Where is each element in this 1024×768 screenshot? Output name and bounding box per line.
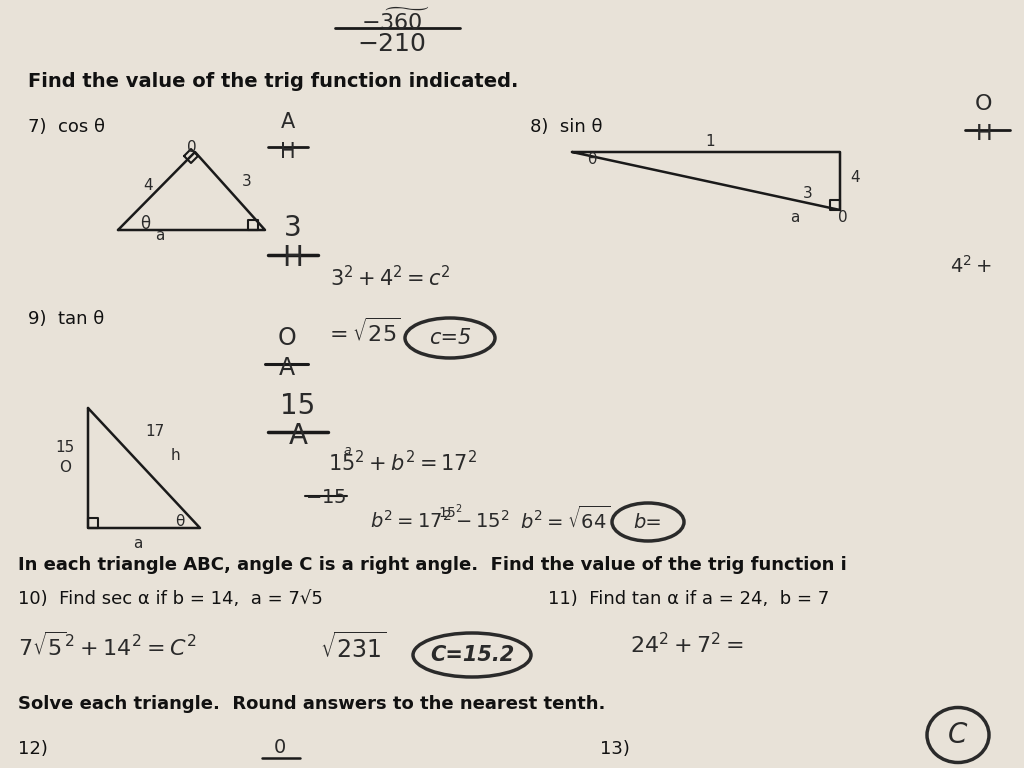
Text: b=: b= (634, 512, 663, 531)
Text: H: H (976, 124, 992, 144)
Text: $-15$: $-15$ (305, 488, 346, 507)
Text: A: A (279, 356, 295, 380)
Text: 9)  tan θ: 9) tan θ (28, 310, 104, 328)
Text: $b^2=\sqrt{64}$: $b^2=\sqrt{64}$ (520, 506, 610, 533)
Text: $-\widetilde{360}$: $-\widetilde{360}$ (360, 8, 429, 34)
Text: $15^2+ b^2=17^2$: $15^2+ b^2=17^2$ (328, 450, 477, 475)
Text: 3: 3 (242, 174, 252, 190)
Text: c=5: c=5 (429, 328, 471, 348)
Text: O: O (278, 326, 296, 350)
Text: 12): 12) (18, 740, 48, 758)
Text: Solve each triangle.  Round answers to the nearest tenth.: Solve each triangle. Round answers to th… (18, 695, 605, 713)
Text: A: A (289, 422, 307, 450)
Text: a: a (133, 535, 142, 551)
Text: H: H (283, 244, 303, 272)
Text: In each triangle ABC, angle C is a right angle.  Find the value of the trig func: In each triangle ABC, angle C is a right… (18, 556, 847, 574)
Text: 0: 0 (839, 210, 848, 226)
Text: θ: θ (140, 215, 151, 233)
Text: $3^2+4^2= c^2$: $3^2+4^2= c^2$ (330, 265, 451, 290)
Text: 10)  Find sec α if b = 14,  a = 7√5: 10) Find sec α if b = 14, a = 7√5 (18, 590, 323, 608)
Text: 7)  cos θ: 7) cos θ (28, 118, 105, 136)
Text: 8)  sin θ: 8) sin θ (530, 118, 602, 136)
Text: 15: 15 (55, 441, 75, 455)
Text: θ: θ (175, 515, 184, 529)
Text: A: A (281, 112, 295, 132)
Text: θ: θ (588, 153, 597, 167)
Text: a: a (343, 444, 350, 457)
Text: $\sqrt{231}$: $\sqrt{231}$ (319, 632, 387, 663)
Text: H: H (281, 142, 296, 162)
Text: $24^2+7^2=$: $24^2+7^2=$ (630, 632, 743, 657)
Text: a: a (791, 210, 800, 226)
Text: 17: 17 (145, 425, 165, 439)
Text: $=\sqrt{25}$: $=\sqrt{25}$ (325, 318, 401, 346)
Text: $15^2$: $15^2$ (438, 502, 463, 521)
Text: Find the value of the trig function indicated.: Find the value of the trig function indi… (28, 72, 518, 91)
Text: O: O (59, 461, 71, 475)
Text: a: a (156, 229, 165, 243)
Text: h: h (170, 448, 180, 462)
Text: 11)  Find tan α if a = 24,  b = 7: 11) Find tan α if a = 24, b = 7 (548, 590, 829, 608)
Text: 3: 3 (803, 187, 813, 201)
Text: 1: 1 (706, 134, 715, 150)
Text: $4^2+$: $4^2+$ (950, 255, 992, 277)
Text: C=15.2: C=15.2 (430, 645, 514, 665)
Text: 0: 0 (187, 141, 197, 155)
Text: 15: 15 (281, 392, 315, 420)
Text: O: O (975, 94, 992, 114)
Text: $b^2=17^2-15^2$: $b^2=17^2-15^2$ (370, 510, 510, 532)
Text: 4: 4 (143, 177, 153, 193)
Text: $7\sqrt{5}^2+14^2= C^2$: $7\sqrt{5}^2+14^2= C^2$ (18, 632, 197, 660)
Text: $-210$: $-210$ (357, 32, 427, 56)
Text: 3: 3 (284, 214, 302, 242)
Text: C: C (948, 721, 968, 749)
Text: 13): 13) (600, 740, 630, 758)
Text: 0: 0 (273, 738, 286, 757)
Text: 4: 4 (850, 170, 860, 186)
